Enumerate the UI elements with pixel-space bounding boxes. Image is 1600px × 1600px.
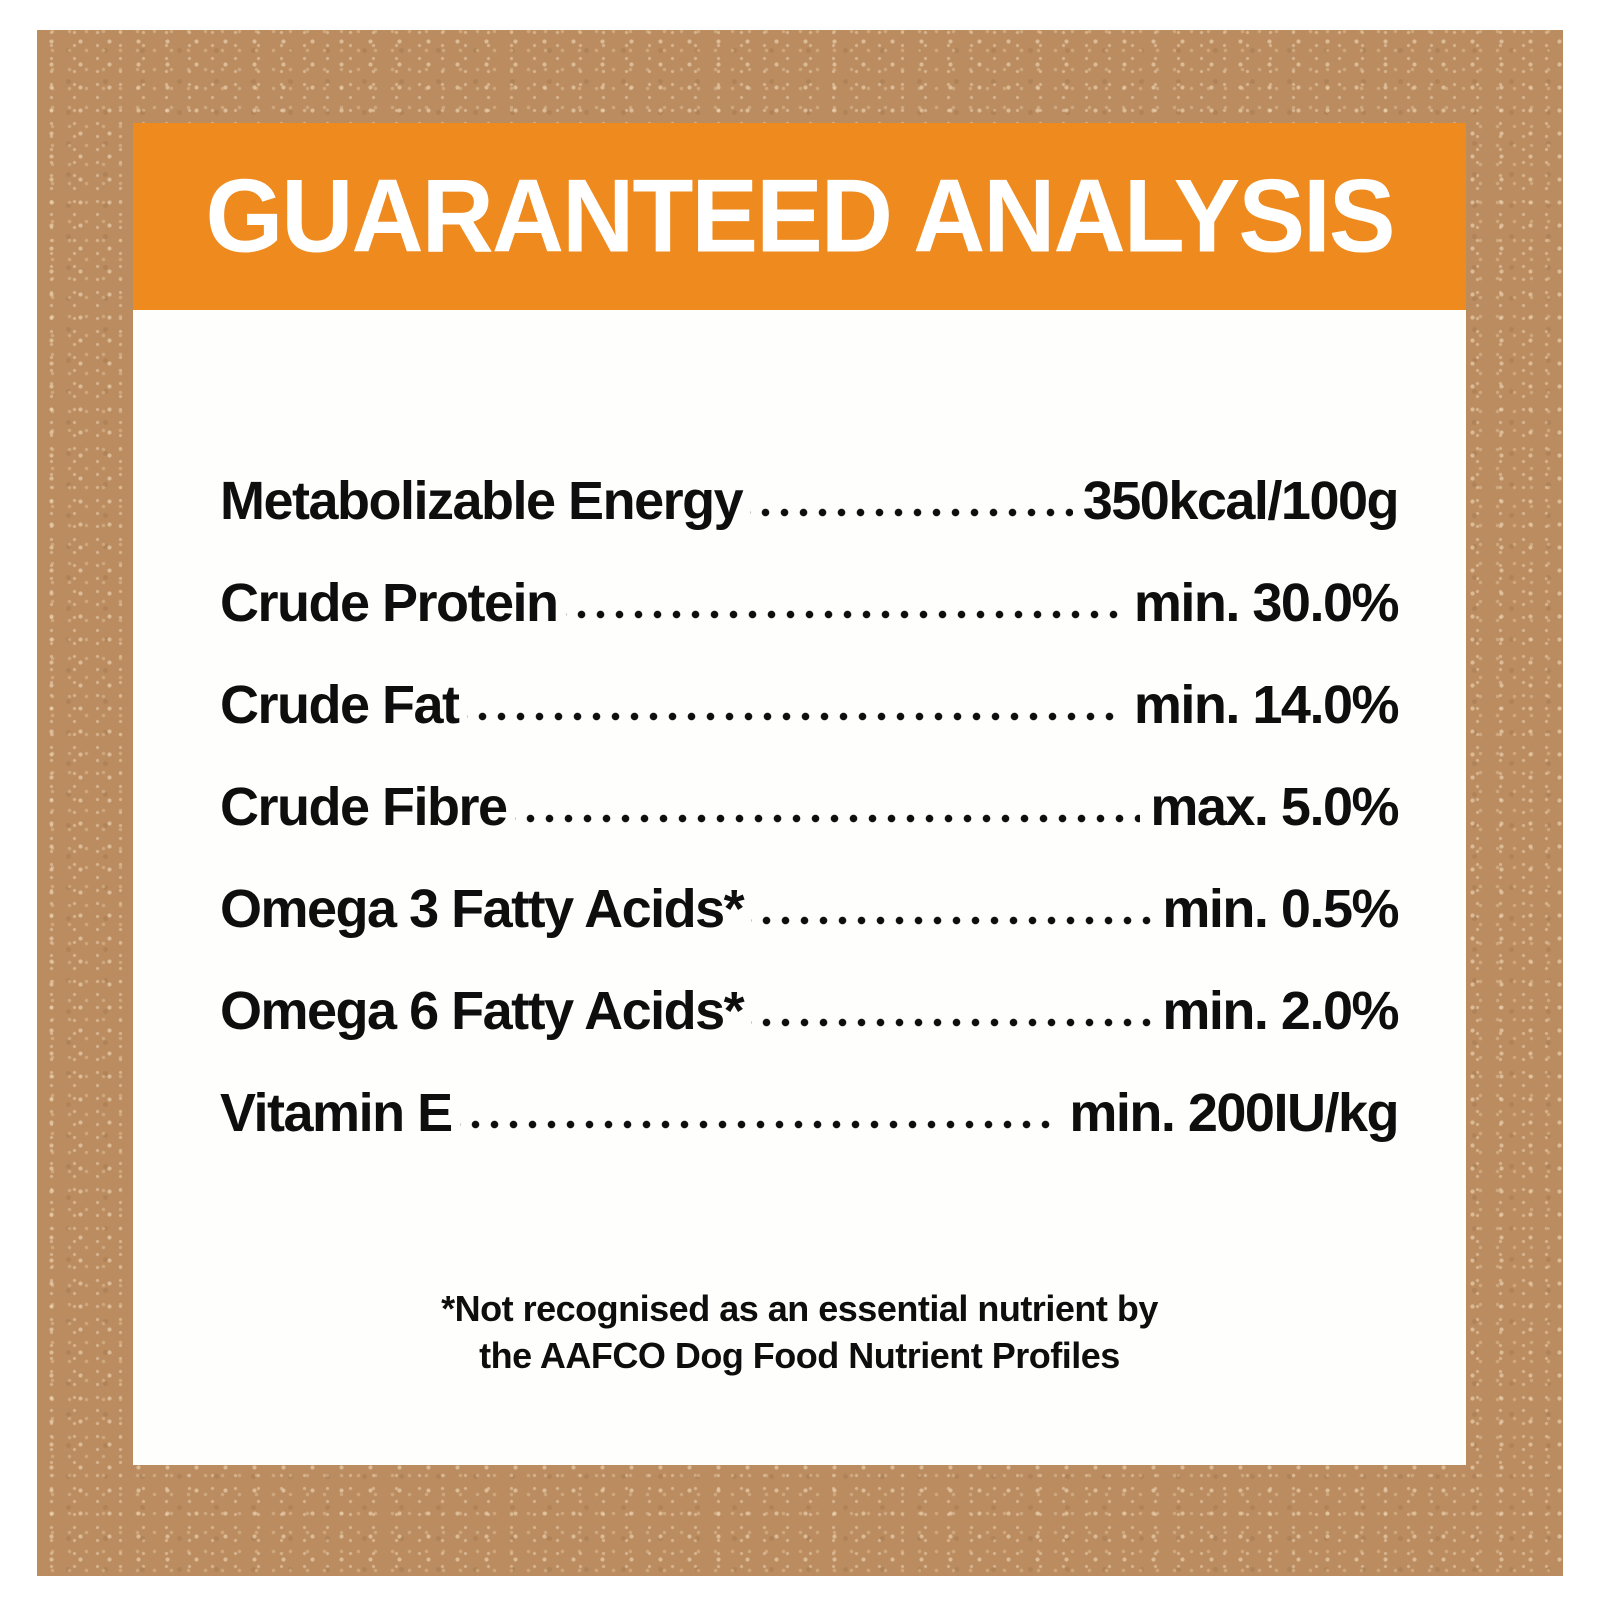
dot-leader <box>750 474 1073 528</box>
table-row: Metabolizable Energy 350kcal/100g <box>220 450 1400 552</box>
guaranteed-analysis-panel: GUARANTEED ANALYSIS Metabolizable Energy… <box>133 123 1466 1465</box>
table-row: Crude Protein min. 30.0% <box>220 552 1400 654</box>
nutrient-label: Metabolizable Energy <box>220 471 744 531</box>
nutrient-value: min. 200IU/kg <box>1069 1083 1399 1143</box>
dot-leader <box>751 984 1153 1038</box>
nutrient-label: Crude Fat <box>220 675 460 735</box>
nutrient-label: Omega 3 Fatty Acids* <box>220 879 745 939</box>
table-row: Omega 3 Fatty Acids* min. 0.5% <box>220 858 1399 960</box>
dot-leader <box>751 882 1153 936</box>
nutrient-value: min. 2.0% <box>1162 981 1399 1041</box>
dot-leader <box>459 1086 1060 1140</box>
nutrient-label: Crude Protein <box>220 573 559 633</box>
table-row: Crude Fat min. 14.0% <box>220 654 1400 756</box>
nutrient-label: Crude Fibre <box>220 777 508 837</box>
nutrient-value: min. 0.5% <box>1162 879 1399 939</box>
table-row: Crude Fibre max. 5.0% <box>220 756 1399 858</box>
table-row: Omega 6 Fatty Acids* min. 2.0% <box>220 960 1399 1062</box>
nutrient-label: Vitamin E <box>220 1083 453 1143</box>
footnote-line-2: the AAFCO Dog Food Nutrient Profiles <box>479 1335 1120 1376</box>
nutrient-value: min. 14.0% <box>1133 675 1400 735</box>
nutrient-table: Metabolizable Energy 350kcal/100g Crude … <box>220 450 1400 1164</box>
aafco-footnote: *Not recognised as an essential nutrient… <box>173 1285 1426 1379</box>
panel-header: GUARANTEED ANALYSIS <box>133 123 1466 310</box>
dot-leader <box>466 678 1124 732</box>
nutrient-value: 350kcal/100g <box>1082 471 1400 531</box>
nutrient-value: min. 30.0% <box>1133 573 1400 633</box>
nutrient-label: Omega 6 Fatty Acids* <box>220 981 745 1041</box>
footnote-line-1: *Not recognised as an essential nutrient… <box>441 1288 1158 1329</box>
fabric-texture-frame: GUARANTEED ANALYSIS Metabolizable Energy… <box>37 30 1563 1576</box>
nutrient-value: max. 5.0% <box>1150 777 1399 837</box>
dot-leader <box>514 780 1141 834</box>
dot-leader <box>565 576 1124 630</box>
table-row: Vitamin E min. 200IU/kg <box>220 1062 1399 1164</box>
panel-title: GUARANTEED ANALYSIS <box>205 157 1395 275</box>
